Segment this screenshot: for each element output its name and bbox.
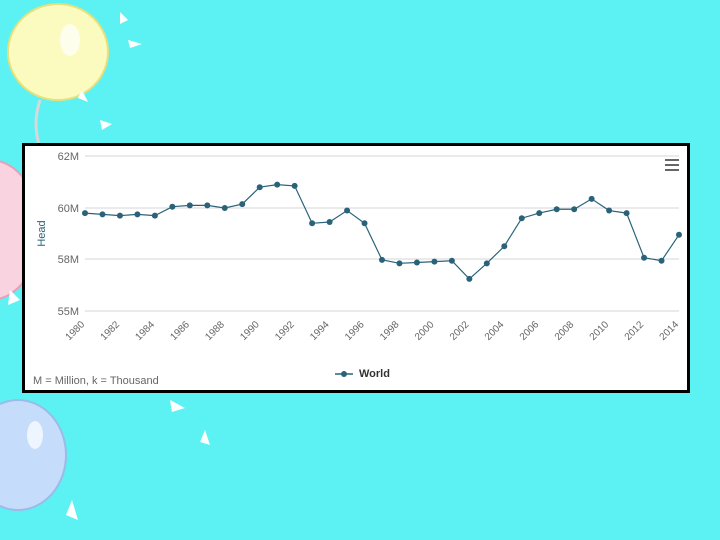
data-point [658,257,665,264]
y-tick-label: 60M [58,203,79,215]
data-point [344,207,351,214]
x-tick-label: 1996 [343,319,367,343]
x-tick-label: 2008 [553,319,577,343]
data-point [536,210,543,217]
data-point [431,258,438,265]
legend-marker-icon [335,371,353,377]
data-point [588,195,595,202]
x-tick-label: 1992 [273,319,297,343]
x-tick-label: 1980 [64,319,88,343]
data-point [676,231,682,238]
x-tick-label: 2004 [483,319,507,343]
data-point [151,212,158,219]
x-tick-label: 1984 [133,319,157,343]
data-point [483,260,490,267]
data-point [239,201,246,208]
data-point [221,205,228,211]
data-point [256,184,263,191]
data-point [641,254,648,261]
data-point [116,212,123,219]
data-point [186,202,193,209]
data-point [606,207,613,214]
data-point [99,211,106,218]
data-point [204,202,211,209]
data-point [571,206,578,213]
y-tick-label: 55M [58,306,79,318]
line-chart: 55M 58M 60M 62M Head 1980 1982 1984 1986 1988 1990… [36,151,682,343]
hamburger-menu-icon [665,159,679,161]
x-tick-label: 1990 [238,319,262,343]
x-tick-label: 1988 [203,319,227,343]
x-tick-label: 2006 [518,319,542,343]
data-point [466,275,473,282]
data-point [291,182,298,189]
data-point [501,243,508,250]
data-point [553,206,560,213]
data-point [82,210,88,217]
x-tick-label: 1982 [99,319,123,343]
x-tick-label: 1998 [378,319,402,343]
chart-menu-button[interactable] [661,156,683,174]
data-point [396,260,403,267]
x-tick-label: 2014 [658,319,682,343]
data-point [361,220,368,227]
data-point [379,256,385,263]
x-tick-label: 1994 [308,319,332,343]
data-point [623,210,630,217]
data-point [448,257,455,264]
data-point [326,219,333,226]
data-point [309,220,316,227]
footnote: M = Million, k = Thousand [33,375,159,387]
legend-item-world[interactable]: World [335,368,390,380]
x-tick-label: 1986 [168,319,192,343]
chart-panel: 55M 58M 60M 62M Head 1980 1982 1984 1986 1988 1990… [22,143,690,393]
data-point [134,211,141,218]
y-tick-label: 62M [58,151,79,163]
y-tick-label: 58M [58,254,79,266]
y-axis-label: Head [36,220,48,246]
data-point [518,215,525,222]
x-tick-label: 2000 [413,319,437,343]
x-tick-label: 2002 [448,319,472,343]
data-point [274,181,281,188]
legend-label: World [359,368,390,380]
data-point [169,203,176,210]
x-tick-label: 2010 [588,319,612,343]
data-point [413,259,420,266]
x-tick-label: 2012 [623,319,647,343]
